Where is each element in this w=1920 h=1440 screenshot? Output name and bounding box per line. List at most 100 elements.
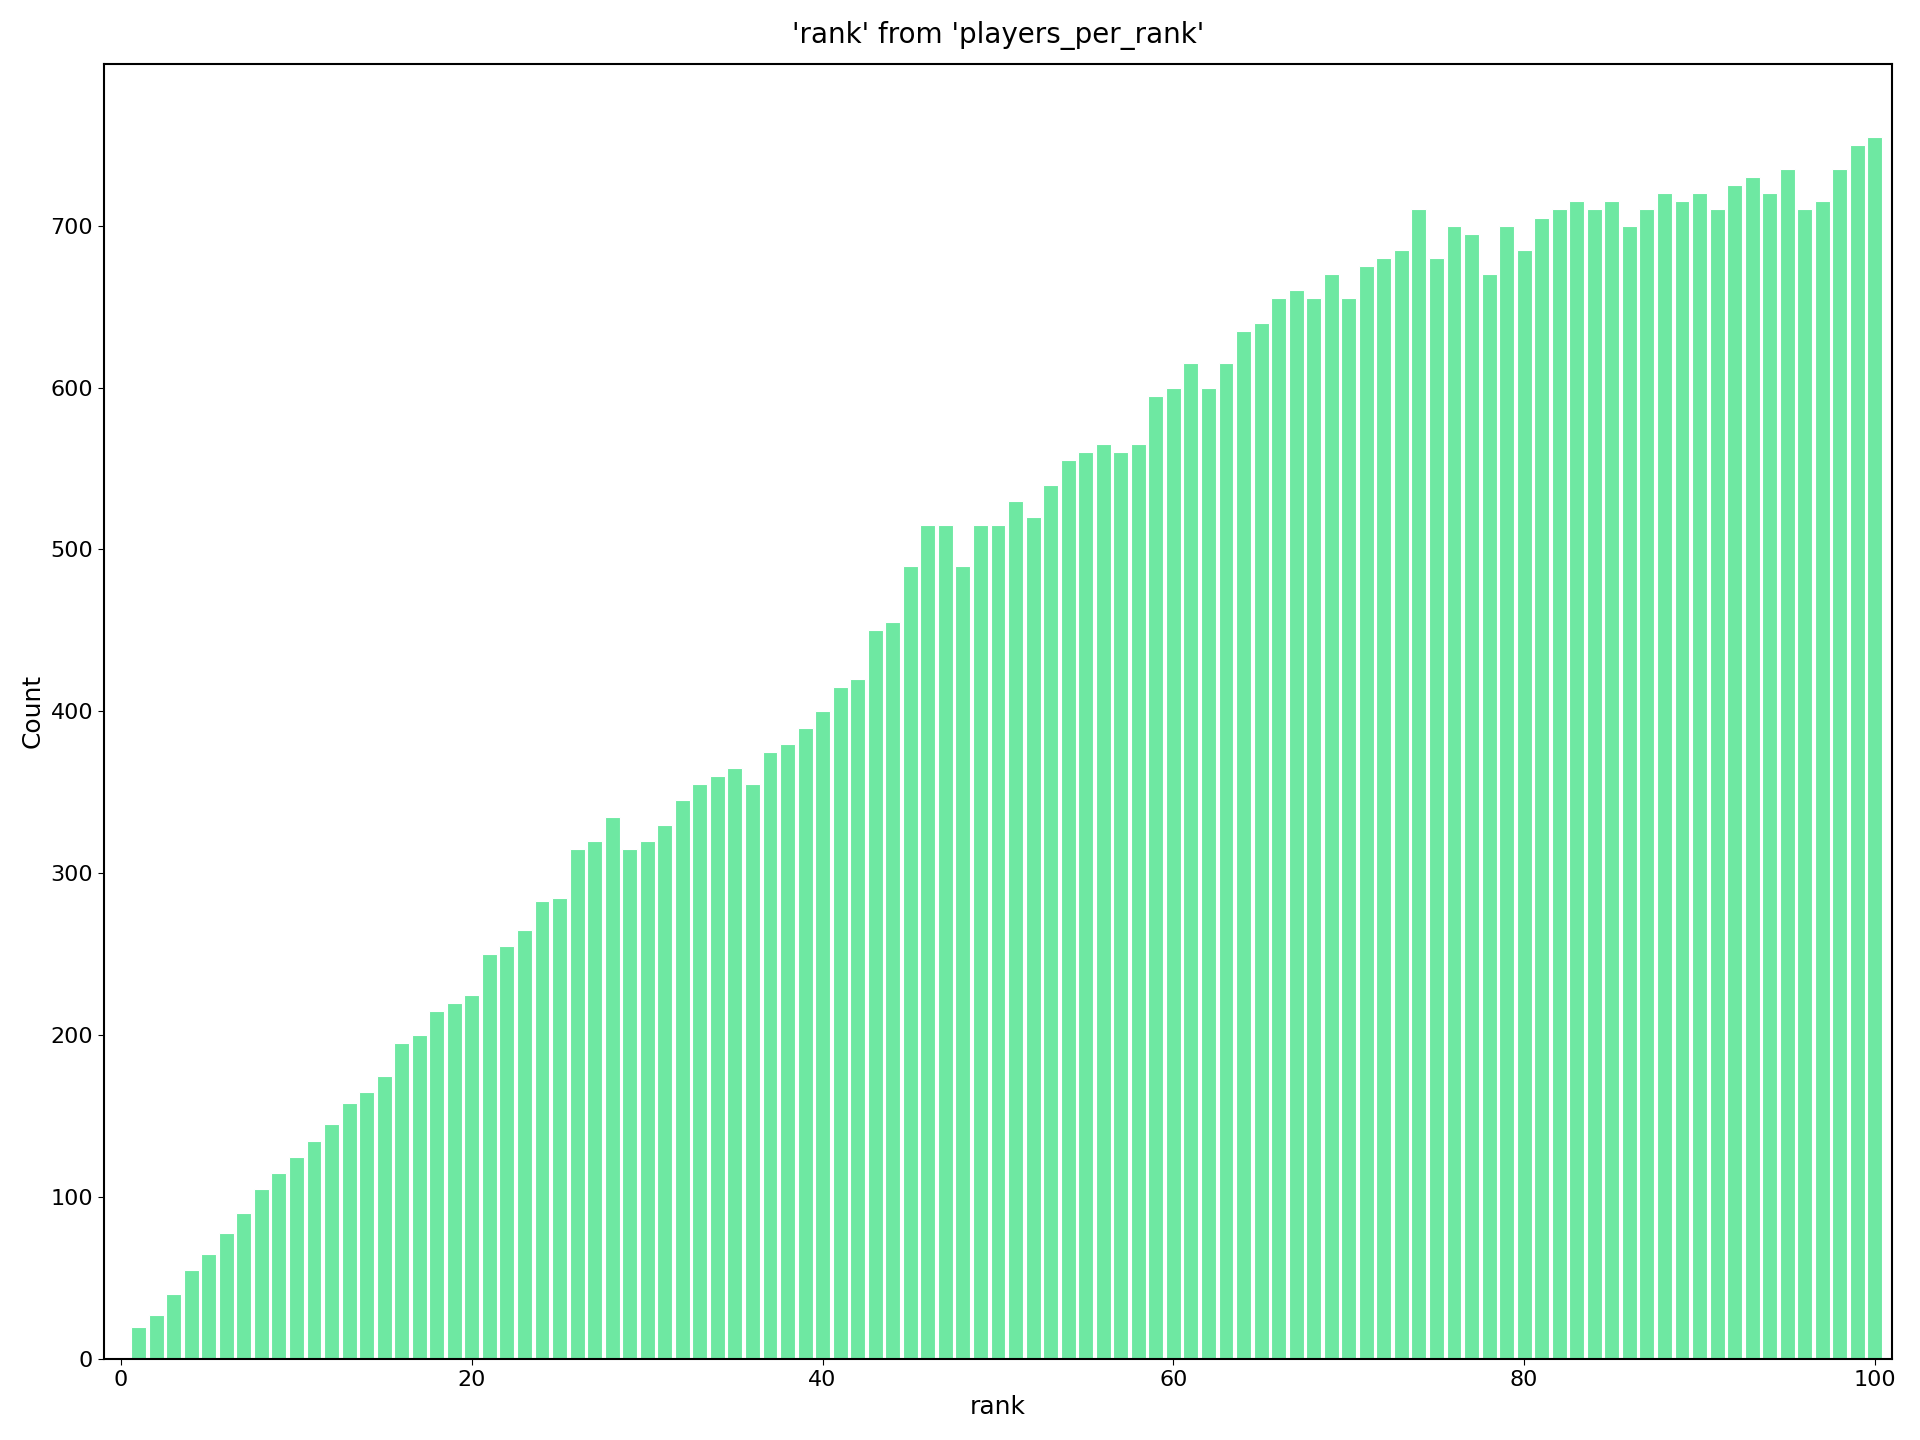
- Bar: [710, 776, 726, 1359]
- Bar: [1394, 251, 1409, 1359]
- Bar: [148, 1316, 163, 1359]
- Bar: [570, 850, 584, 1359]
- Bar: [1763, 193, 1778, 1359]
- Bar: [236, 1214, 252, 1359]
- Bar: [482, 955, 497, 1359]
- Bar: [657, 825, 672, 1359]
- Bar: [359, 1092, 374, 1359]
- Bar: [1692, 193, 1707, 1359]
- Bar: [516, 930, 532, 1359]
- Bar: [447, 1002, 463, 1359]
- Bar: [1131, 444, 1146, 1359]
- Bar: [1517, 251, 1532, 1359]
- Bar: [1446, 226, 1461, 1359]
- Bar: [253, 1189, 269, 1359]
- Bar: [1674, 202, 1690, 1359]
- Bar: [1832, 168, 1847, 1359]
- Bar: [833, 687, 847, 1359]
- Bar: [1605, 202, 1619, 1359]
- Bar: [1114, 452, 1129, 1359]
- Bar: [219, 1233, 234, 1359]
- Bar: [1551, 209, 1567, 1359]
- Bar: [1586, 209, 1601, 1359]
- Bar: [1428, 258, 1444, 1359]
- Bar: [1254, 323, 1269, 1359]
- Bar: [868, 631, 883, 1359]
- Bar: [780, 744, 795, 1359]
- Bar: [1008, 501, 1023, 1359]
- Bar: [1288, 291, 1304, 1359]
- Bar: [902, 566, 918, 1359]
- Bar: [307, 1140, 321, 1359]
- Bar: [991, 526, 1006, 1359]
- Bar: [728, 768, 743, 1359]
- Bar: [622, 850, 637, 1359]
- Bar: [1359, 266, 1373, 1359]
- Bar: [1411, 209, 1427, 1359]
- Bar: [1500, 226, 1515, 1359]
- Bar: [1043, 485, 1058, 1359]
- Bar: [1745, 177, 1759, 1359]
- Bar: [1306, 298, 1321, 1359]
- Bar: [1271, 298, 1286, 1359]
- Bar: [499, 946, 515, 1359]
- Bar: [1342, 298, 1356, 1359]
- Bar: [1780, 168, 1795, 1359]
- Bar: [588, 841, 603, 1359]
- Bar: [534, 901, 549, 1359]
- Bar: [1622, 226, 1638, 1359]
- Bar: [1236, 331, 1252, 1359]
- Bar: [1323, 274, 1338, 1359]
- Bar: [1079, 452, 1092, 1359]
- Bar: [1202, 387, 1215, 1359]
- Bar: [430, 1011, 444, 1359]
- Bar: [816, 711, 829, 1359]
- Bar: [1797, 209, 1812, 1359]
- Bar: [1183, 363, 1198, 1359]
- Bar: [939, 526, 952, 1359]
- Bar: [202, 1254, 217, 1359]
- Bar: [956, 566, 970, 1359]
- Bar: [1148, 396, 1164, 1359]
- Bar: [1534, 217, 1549, 1359]
- Bar: [271, 1174, 286, 1359]
- Bar: [1025, 517, 1041, 1359]
- Bar: [1657, 193, 1672, 1359]
- Y-axis label: Count: Count: [21, 674, 44, 749]
- Bar: [1465, 233, 1478, 1359]
- Bar: [411, 1035, 426, 1359]
- Title: 'rank' from 'players_per_rank': 'rank' from 'players_per_rank': [791, 20, 1204, 50]
- Bar: [851, 680, 866, 1359]
- Bar: [885, 622, 900, 1359]
- Bar: [674, 801, 689, 1359]
- Bar: [184, 1270, 198, 1359]
- Bar: [920, 526, 935, 1359]
- Bar: [290, 1156, 303, 1359]
- Bar: [376, 1076, 392, 1359]
- Bar: [1569, 202, 1584, 1359]
- Bar: [1219, 363, 1233, 1359]
- Bar: [1377, 258, 1392, 1359]
- Bar: [639, 841, 655, 1359]
- Bar: [1096, 444, 1110, 1359]
- Bar: [1709, 209, 1724, 1359]
- Bar: [1814, 202, 1830, 1359]
- Bar: [1849, 144, 1864, 1359]
- Bar: [745, 785, 760, 1359]
- Bar: [693, 785, 707, 1359]
- Bar: [131, 1326, 146, 1359]
- Bar: [762, 752, 778, 1359]
- Bar: [1060, 461, 1075, 1359]
- Bar: [553, 897, 566, 1359]
- Bar: [1868, 137, 1882, 1359]
- Bar: [1482, 274, 1496, 1359]
- X-axis label: rank: rank: [970, 1395, 1025, 1420]
- Bar: [465, 995, 480, 1359]
- Bar: [797, 727, 812, 1359]
- Bar: [973, 526, 989, 1359]
- Bar: [394, 1044, 409, 1359]
- Bar: [342, 1103, 357, 1359]
- Bar: [324, 1125, 340, 1359]
- Bar: [1165, 387, 1181, 1359]
- Bar: [1640, 209, 1655, 1359]
